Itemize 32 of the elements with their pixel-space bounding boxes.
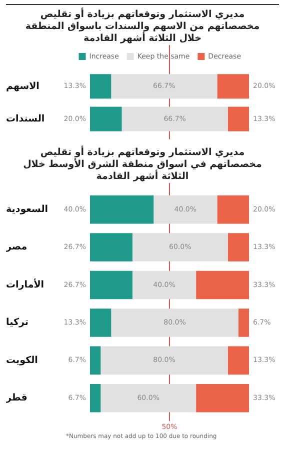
bar: [228, 346, 249, 375]
y-tick-label: السندات: [6, 113, 45, 124]
bar: [90, 233, 132, 262]
bar: [90, 384, 101, 412]
bar: [217, 195, 249, 224]
bar: [122, 106, 228, 132]
chart-title: مديري الاستثمار وتوقعاتهم بزيادة أو تقليص مخصصاتهم في اسواق منطقة الشرق الأوسط خلال الثلاثة أشهر القادمة: [22, 144, 263, 183]
bar: [90, 106, 122, 132]
bar: [111, 74, 218, 99]
bar: [196, 384, 249, 412]
bar: [132, 270, 196, 300]
y-tick-label: تركيا: [6, 317, 28, 328]
bar: [228, 106, 249, 132]
bar: [238, 308, 249, 337]
bar: [196, 270, 249, 300]
bar: [90, 270, 132, 300]
y-tick-label: الكويت: [6, 354, 38, 366]
bar: [90, 308, 112, 337]
bar: [90, 346, 101, 375]
bar: [100, 346, 228, 375]
bar: [228, 233, 249, 262]
y-tick-label: الأمارات: [6, 278, 44, 290]
bar: [100, 384, 196, 412]
bar: [90, 74, 112, 99]
bar: [132, 233, 228, 262]
bar: [90, 195, 154, 224]
y-tick-label: الاسهم: [6, 80, 40, 92]
bar: [154, 195, 218, 224]
bar: [217, 74, 249, 99]
bar: [111, 308, 238, 337]
chart-title: مديري الاستثمار وتوقعاتهم بزيادة أو تقليص مخصصاتهم من الاسهم والسندات باسواق المنطقة خلال الثلاثة أشهر القادمة: [24, 6, 261, 45]
y-tick-label: السعودية: [6, 204, 48, 216]
